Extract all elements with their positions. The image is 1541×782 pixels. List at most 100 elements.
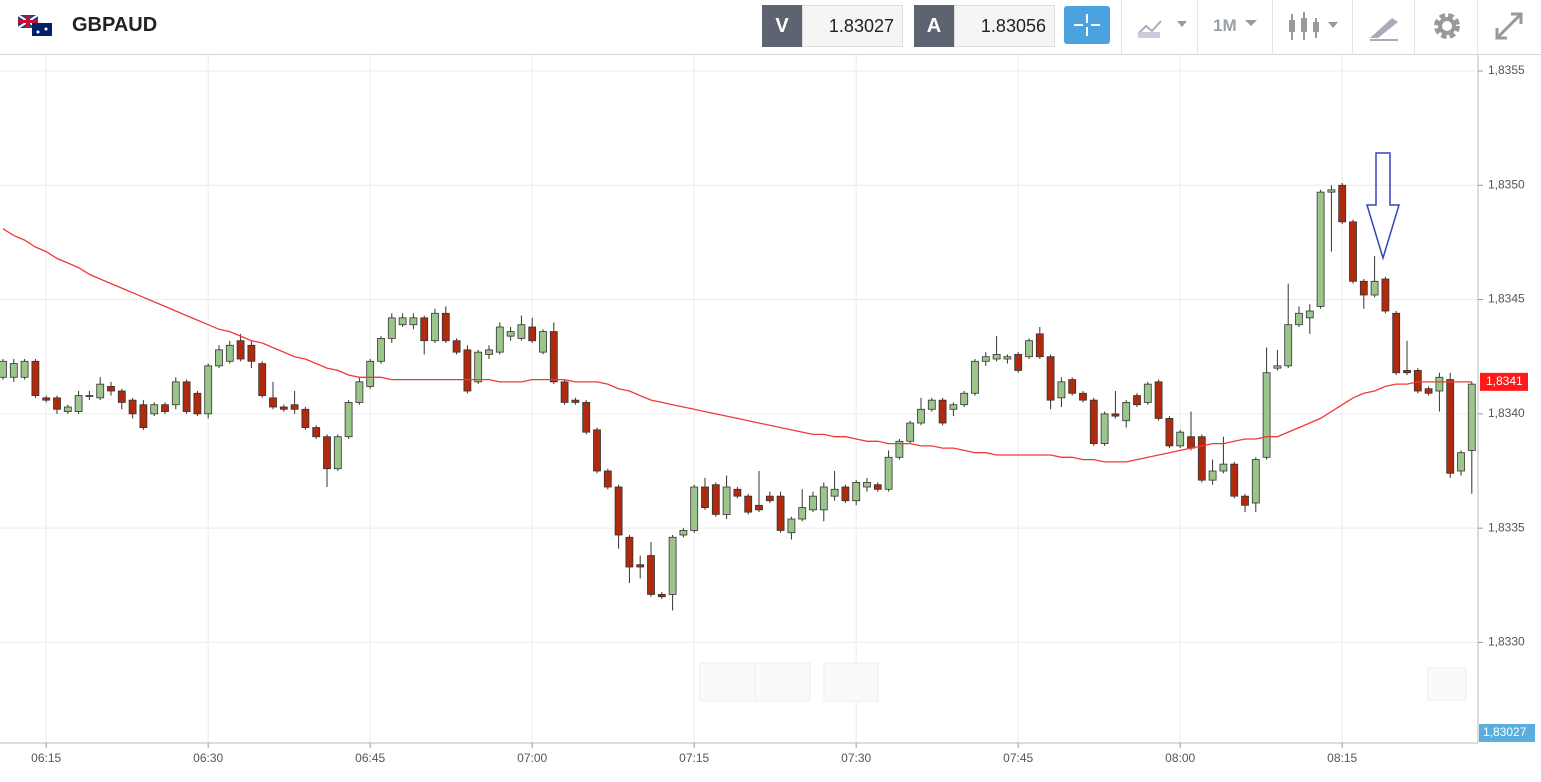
y-tick-label: 1,8350 — [1488, 177, 1525, 191]
candle-body — [1122, 402, 1131, 422]
candle-body — [20, 360, 29, 378]
candle-style-button[interactable] — [1286, 10, 1346, 44]
candle-body — [1295, 312, 1303, 326]
candle-body — [215, 349, 223, 367]
separator — [1197, 0, 1198, 54]
candle-body — [463, 349, 472, 392]
candle-body — [625, 536, 634, 568]
candle-body — [733, 488, 742, 497]
candle-body — [1165, 418, 1174, 447]
candle-body — [182, 381, 191, 412]
candle-body — [927, 399, 936, 410]
symbol: GBPAUD — [72, 14, 158, 36]
candle-body — [1143, 383, 1152, 403]
candle-body — [1359, 280, 1368, 296]
candle-body — [1381, 278, 1390, 312]
candle-body — [85, 395, 94, 397]
flag-icon — [18, 15, 52, 36]
candle-body — [128, 399, 137, 415]
candle-body — [0, 360, 7, 378]
timeframe-button[interactable]: 1M — [1213, 16, 1237, 35]
candle-body — [906, 422, 915, 442]
candle-body — [722, 486, 731, 515]
candle-body — [938, 399, 947, 424]
x-tick-label: 06:15 — [31, 751, 61, 765]
candle-body — [1068, 379, 1077, 394]
candle-body — [1046, 356, 1055, 401]
candle-body — [269, 397, 277, 408]
candle-body — [1154, 381, 1163, 419]
candle-body — [1241, 495, 1249, 506]
candle-body — [1197, 436, 1206, 481]
candle-body — [1446, 379, 1455, 474]
y-tick-label: 1,8330 — [1488, 635, 1525, 649]
candle-body — [776, 495, 785, 531]
candle-body — [798, 507, 807, 520]
candle-body — [1100, 413, 1109, 444]
candle-body — [1176, 431, 1185, 447]
reset-button[interactable] — [823, 662, 879, 702]
candle-body — [701, 486, 709, 508]
candle-body — [1457, 452, 1465, 472]
dropdown-caret — [1245, 20, 1257, 26]
chart: 1,8330 1,8335 1,8340 1,8345 1,8350 1,8355 06:1… — [0, 55, 1535, 765]
candle-body — [441, 312, 450, 342]
x-tick-label: 06:45 — [355, 751, 385, 765]
bid-price[interactable]: 1.83027 — [802, 5, 903, 47]
candle-body — [1284, 324, 1293, 367]
candle-body — [852, 482, 861, 502]
candle-body — [409, 317, 418, 326]
candle-body — [830, 488, 839, 497]
candle-body — [949, 404, 958, 410]
candle-body — [1467, 383, 1476, 451]
candle-body — [236, 340, 245, 360]
toolbar: GBPAUD V 1.83027 A 1.83056 1M — [0, 0, 1541, 55]
candle-body — [171, 381, 180, 406]
ask-price[interactable]: 1.83056 — [954, 5, 1055, 47]
fullscreen-button[interactable] — [1493, 10, 1527, 44]
candle-body — [603, 470, 612, 488]
candle-body — [420, 317, 429, 342]
chart-type-button[interactable] — [1135, 12, 1195, 42]
candle-body — [1111, 413, 1120, 417]
candle-body — [387, 317, 396, 339]
candle-body — [485, 349, 493, 355]
settings-button[interactable] — [1431, 10, 1465, 44]
candle-body — [279, 406, 288, 410]
candle-body — [1014, 354, 1023, 371]
candle-body — [301, 408, 310, 428]
candle-body — [1370, 280, 1379, 296]
candle-body — [290, 404, 299, 410]
candle-body — [1316, 191, 1325, 307]
candle-body — [323, 436, 331, 470]
x-tick-label: 07:00 — [517, 751, 547, 765]
ask-label[interactable]: A — [914, 5, 954, 47]
bid-label[interactable]: V — [762, 5, 802, 47]
candle-body — [528, 326, 537, 342]
candle-body — [668, 536, 677, 595]
candle-body — [1349, 221, 1357, 282]
candle-body — [333, 436, 342, 470]
moving-average — [2, 228, 1472, 463]
candle-body — [107, 386, 115, 392]
candle-body — [474, 351, 483, 383]
price-badge — [1479, 724, 1535, 742]
candle-body — [1057, 381, 1066, 399]
price-badge-label: 1,83027 — [1483, 725, 1527, 739]
crosshair-button[interactable] — [1064, 6, 1110, 44]
candle-body — [1003, 356, 1012, 360]
candle-body — [495, 326, 504, 353]
candle-body — [657, 594, 666, 598]
candle-body — [1392, 312, 1401, 374]
candle-body — [765, 495, 774, 502]
scroll-button[interactable] — [1427, 667, 1467, 701]
candle-body — [992, 354, 1001, 360]
candle-body — [593, 429, 601, 472]
candle-body — [1079, 392, 1087, 401]
candle-body — [981, 356, 990, 362]
draw-tool-button[interactable] — [1368, 12, 1402, 42]
candle-body — [582, 402, 591, 433]
candle-body — [960, 392, 969, 406]
separator — [1121, 0, 1122, 54]
candle-body — [431, 312, 439, 342]
